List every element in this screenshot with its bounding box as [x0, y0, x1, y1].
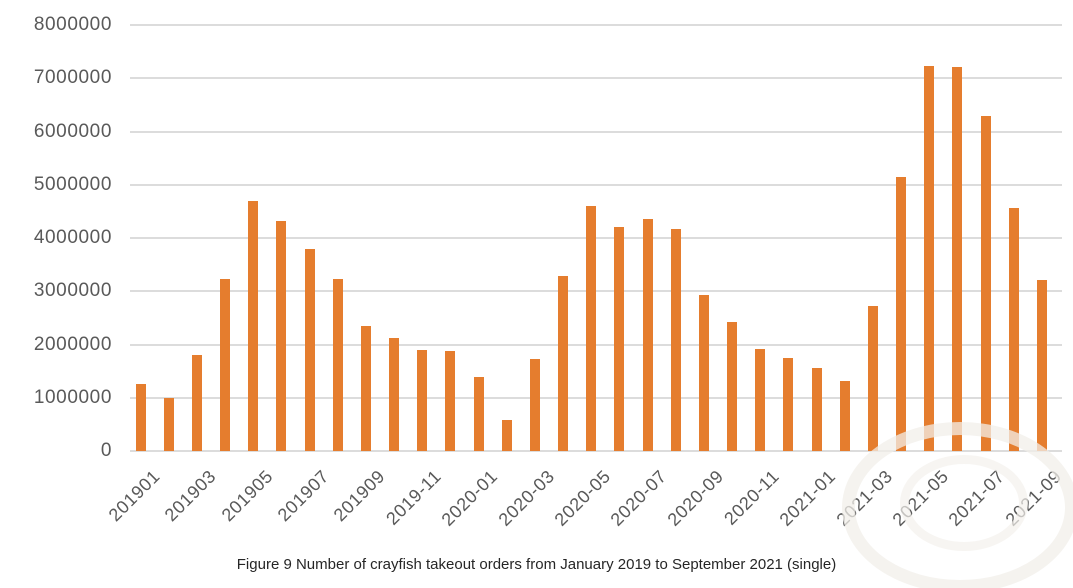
- bar-2021-03: [867, 305, 878, 451]
- x-tick-label-2021-09: 2021-09: [1001, 466, 1066, 530]
- bar-2020-01: [473, 376, 484, 451]
- bar-2020-06: [614, 227, 625, 451]
- y-tick-label-1000000: 1000000: [33, 386, 112, 408]
- bar-2019-10: [389, 338, 400, 451]
- bar-2021-07: [980, 115, 991, 451]
- y-tick-label-7000000: 7000000: [33, 67, 112, 89]
- gridline-5000000: [130, 183, 1062, 186]
- x-tick-label-201909: 201909: [329, 466, 390, 526]
- x-tick-label-2020-07: 2020-07: [606, 466, 671, 530]
- bar-2021-01: [811, 368, 822, 451]
- x-tick-label-2020-05: 2020-05: [550, 466, 615, 530]
- bar-2020-10: [727, 321, 738, 451]
- bar-2020-02: [501, 420, 512, 451]
- bar-2021-08: [1008, 207, 1019, 451]
- x-tick-label-2021-01: 2021-01: [775, 466, 840, 530]
- x-tick-label-2020-03: 2020-03: [494, 466, 559, 530]
- x-tick-label-201907: 201907: [273, 466, 333, 526]
- x-tick-label-2020-11: 2020-11: [720, 466, 784, 529]
- gridline-0: [130, 450, 1062, 452]
- x-tick-label-2021-03: 2021-03: [832, 466, 897, 530]
- bar-201904: [220, 279, 231, 451]
- bar-201905: [248, 200, 259, 451]
- gridline-6000000: [130, 130, 1062, 133]
- bar-2020-05: [586, 206, 597, 451]
- bar-2021-06: [952, 67, 963, 451]
- y-tick-label-4000000: 4000000: [33, 227, 112, 248]
- bar-2020-12: [783, 357, 794, 451]
- bar-2020-07: [642, 218, 653, 451]
- x-tick-label-201905: 201905: [217, 466, 277, 526]
- bar-2020-04: [558, 276, 569, 451]
- x-tick-label-2021-07: 2021-07: [944, 466, 1009, 530]
- bar-2020-09: [698, 294, 709, 451]
- bar-201902: [163, 397, 174, 451]
- bar-201909: [360, 326, 371, 451]
- bar-2019-12: [445, 350, 456, 451]
- y-tick-label-0: 0: [100, 440, 112, 461]
- x-tick-label-201901: 201901: [104, 466, 164, 526]
- bar-201908: [332, 279, 343, 451]
- x-tick-label-2020-01: 2020-01: [437, 466, 502, 530]
- bar-2020-11: [755, 348, 766, 451]
- y-tick-label-8000000: 8000000: [33, 14, 112, 35]
- bar-2020-08: [670, 228, 681, 451]
- y-tick-label-5000000: 5000000: [33, 173, 112, 195]
- bar-2021-09: [1037, 280, 1047, 451]
- x-tick-label-2021-05: 2021-05: [888, 466, 953, 530]
- x-tick-label-2019-11: 2019-11: [382, 466, 446, 529]
- y-tick-label-2000000: 2000000: [33, 333, 112, 355]
- bar-201906: [276, 220, 287, 451]
- gridline-8000000: [130, 24, 1062, 26]
- bar-2021-05: [924, 66, 935, 451]
- bar-2019-11: [417, 349, 428, 451]
- figure-caption: Figure 9 Number of crayfish takeout orde…: [236, 556, 837, 573]
- gridline-7000000: [130, 77, 1062, 80]
- bar-201901: [135, 383, 146, 451]
- bar-2021-02: [839, 380, 850, 451]
- bar-2021-04: [896, 177, 907, 451]
- x-tick-label-2020-09: 2020-09: [663, 466, 728, 530]
- y-tick-label-6000000: 6000000: [33, 120, 112, 142]
- bar-201907: [304, 249, 315, 451]
- bar-201903: [191, 355, 202, 451]
- y-tick-label-3000000: 3000000: [33, 280, 112, 302]
- bar-2020-03: [529, 358, 540, 451]
- x-tick-label-201903: 201903: [160, 466, 221, 526]
